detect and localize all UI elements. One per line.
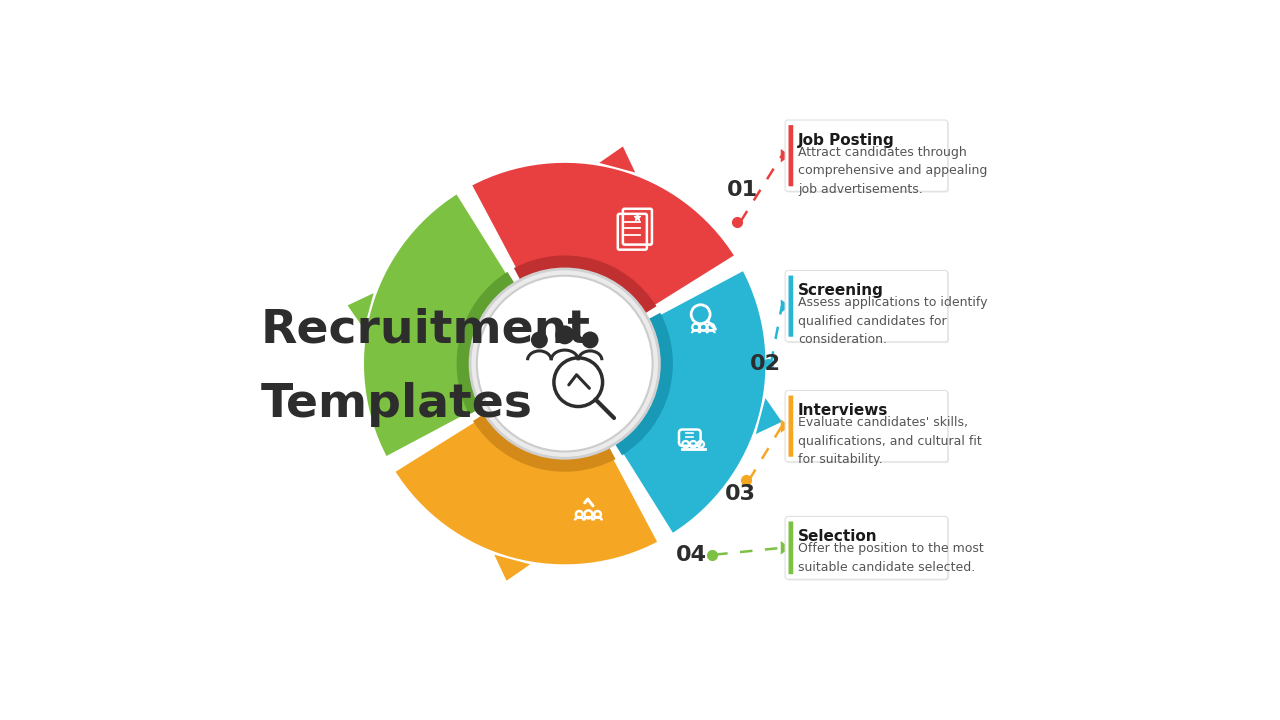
FancyBboxPatch shape (785, 516, 947, 580)
FancyBboxPatch shape (785, 120, 947, 192)
Wedge shape (362, 192, 516, 459)
FancyBboxPatch shape (788, 521, 794, 575)
Wedge shape (474, 413, 616, 472)
Text: Assess applications to identify
qualified candidates for
consideration.: Assess applications to identify qualifie… (797, 296, 987, 346)
Text: Offer the position to the most
suitable candidate selected.: Offer the position to the most suitable … (797, 542, 984, 574)
Polygon shape (755, 398, 782, 434)
Wedge shape (393, 413, 660, 567)
FancyBboxPatch shape (788, 276, 794, 337)
Circle shape (477, 276, 653, 451)
Polygon shape (599, 146, 635, 173)
Polygon shape (494, 554, 530, 581)
Wedge shape (614, 269, 768, 536)
Text: Selection: Selection (797, 529, 878, 544)
Polygon shape (781, 419, 790, 433)
Text: Attract candidates through
comprehensive and appealing
job advertisements.: Attract candidates through comprehensive… (797, 145, 987, 196)
Polygon shape (781, 300, 790, 313)
Wedge shape (457, 272, 516, 415)
Wedge shape (470, 161, 737, 315)
FancyBboxPatch shape (785, 390, 947, 462)
Circle shape (581, 331, 599, 348)
FancyBboxPatch shape (786, 122, 948, 193)
Text: 03: 03 (724, 484, 756, 504)
FancyBboxPatch shape (786, 518, 948, 580)
FancyBboxPatch shape (788, 125, 794, 186)
Wedge shape (614, 312, 673, 455)
Text: Evaluate candidates' skills,
qualifications, and cultural fit
for suitability.: Evaluate candidates' skills, qualificati… (797, 416, 982, 466)
Text: Interviews: Interviews (797, 403, 888, 418)
Polygon shape (781, 541, 790, 554)
FancyBboxPatch shape (786, 272, 948, 343)
Text: 01: 01 (727, 179, 758, 199)
FancyBboxPatch shape (788, 395, 794, 456)
Wedge shape (515, 256, 657, 315)
Text: 02: 02 (750, 354, 781, 374)
FancyBboxPatch shape (786, 392, 948, 463)
Text: Job Posting: Job Posting (797, 133, 895, 148)
Circle shape (470, 269, 659, 458)
Text: Screening: Screening (797, 283, 884, 298)
Text: Templates: Templates (261, 382, 532, 427)
Text: 04: 04 (676, 544, 707, 564)
Circle shape (531, 331, 548, 348)
Polygon shape (348, 293, 374, 329)
Polygon shape (781, 149, 790, 163)
Text: Recruitment: Recruitment (261, 307, 590, 352)
FancyBboxPatch shape (785, 271, 947, 342)
Circle shape (556, 325, 575, 344)
